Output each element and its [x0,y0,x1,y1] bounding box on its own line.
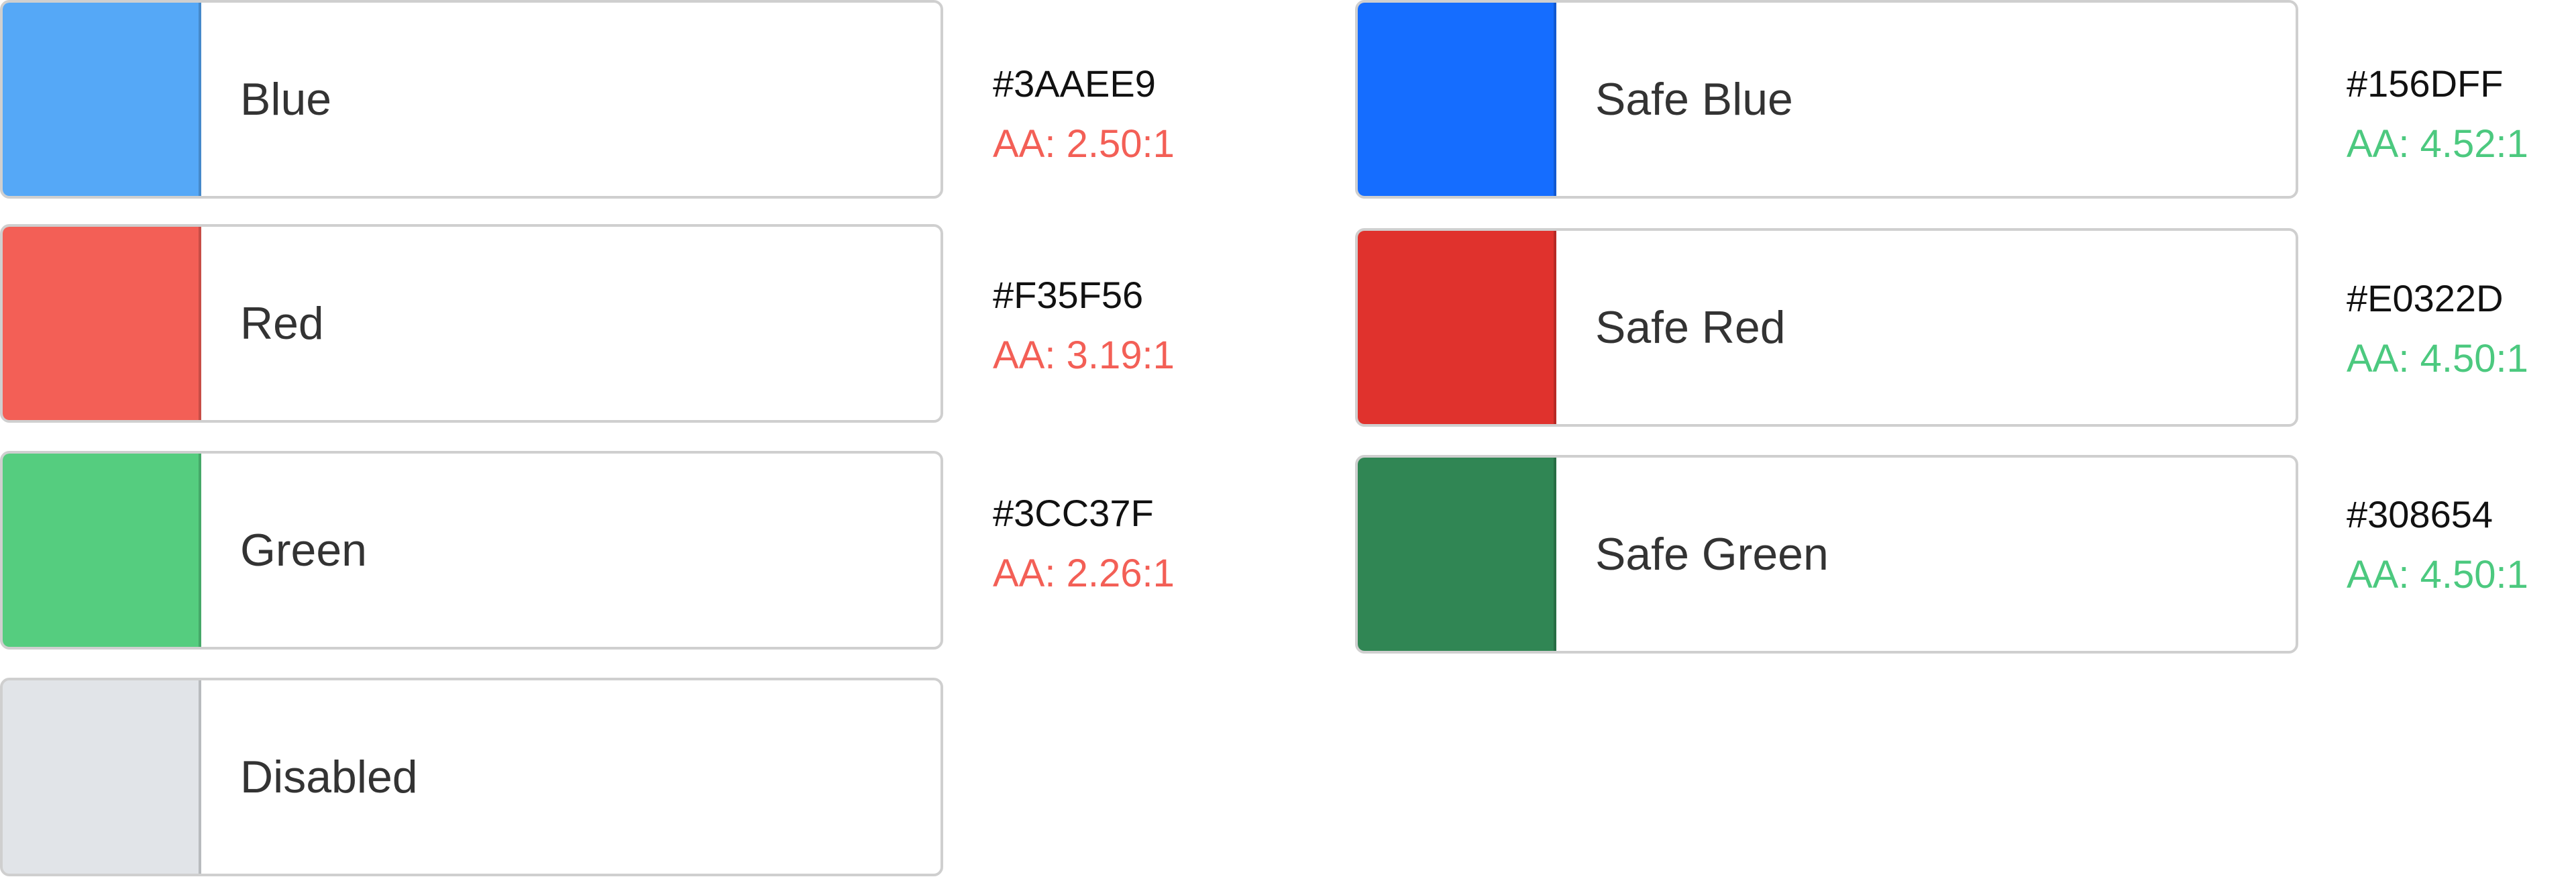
swatch-info-safe-red: #E0322D AA: 4.50:1 [2347,268,2528,389]
hex-code: #3AAEE9 [993,62,1156,105]
swatch-card-red: Red [0,224,943,423]
swatch-label: Safe Blue [1595,74,1793,125]
swatch-label: Disabled [240,752,418,803]
swatch-card-safe-green: Safe Green [1355,455,2298,654]
swatch-label: Green [240,525,367,576]
swatch-info-blue: #3AAEE9 AA: 2.50:1 [993,54,1175,174]
contrast-ratio: AA: 4.52:1 [2347,122,2528,166]
swatch-card-blue: Blue [0,0,943,199]
color-swatch [1358,458,1556,651]
color-swatch [3,680,201,874]
hex-code: #308654 [2347,493,2493,535]
contrast-ratio: AA: 2.50:1 [993,122,1175,166]
swatch-card-safe-blue: Safe Blue [1355,0,2298,199]
swatch-label: Safe Red [1595,302,1786,353]
contrast-ratio: AA: 4.50:1 [2347,337,2528,380]
contrast-ratio: AA: 2.26:1 [993,552,1175,595]
color-swatch [3,227,201,420]
hex-code: #F35F56 [993,274,1144,316]
swatch-label: Blue [240,74,332,125]
color-swatch [1358,3,1556,196]
swatch-label: Safe Green [1595,529,1829,580]
color-swatch [1358,231,1556,424]
color-swatch [3,454,201,647]
swatch-label: Red [240,298,324,349]
swatch-info-red: #F35F56 AA: 3.19:1 [993,265,1175,386]
hex-code: #156DFF [2347,62,2504,105]
contrast-ratio: AA: 3.19:1 [993,333,1175,377]
swatch-info-green: #3CC37F AA: 2.26:1 [993,483,1175,604]
swatch-card-disabled: Disabled [0,678,943,876]
swatch-card-safe-red: Safe Red [1355,228,2298,427]
hex-code: #E0322D [2347,277,2504,319]
color-swatch [3,3,201,196]
hex-code: #3CC37F [993,492,1154,534]
swatch-info-safe-green: #308654 AA: 4.50:1 [2347,484,2528,605]
contrast-ratio: AA: 4.50:1 [2347,553,2528,597]
swatch-info-safe-blue: #156DFF AA: 4.52:1 [2347,54,2528,174]
swatch-card-green: Green [0,451,943,650]
